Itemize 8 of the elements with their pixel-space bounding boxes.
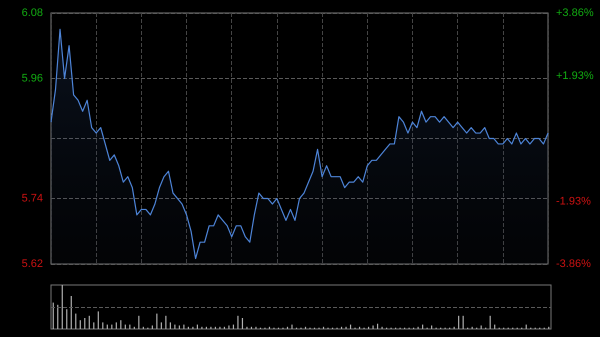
y-tick-label: 6.08	[22, 7, 43, 19]
y-tick-label: 5.62	[22, 258, 43, 270]
y2-tick-label: +3.86%	[556, 7, 594, 19]
y-tick-label: 5.74	[22, 192, 43, 205]
y2-tick-label: -3.86%	[556, 258, 592, 270]
y-tick-label: 5.96	[22, 72, 43, 84]
y2-tick-label: +1.93%	[556, 70, 594, 82]
y2-tick-label: -1.93%	[556, 195, 592, 208]
